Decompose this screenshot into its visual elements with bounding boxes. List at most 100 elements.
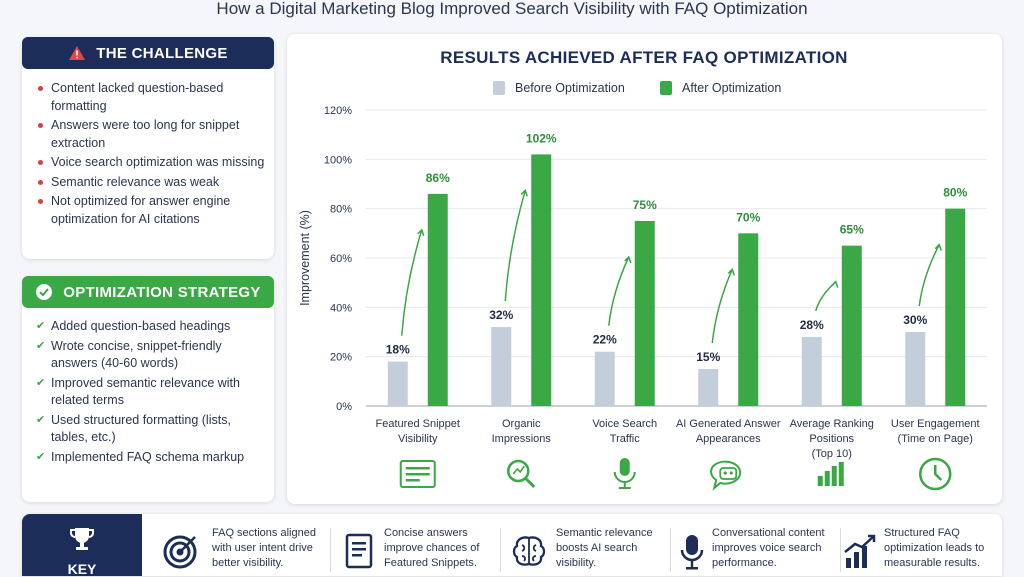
bar-after [427,193,448,406]
magnifier-icon [507,459,536,489]
x-tick-label: (Time on Page) [898,433,973,445]
x-tick-label: User Engagement [891,418,980,430]
challenge-item: Not optimized for answer engine optimiza… [36,193,266,228]
strategy-heading: OPTIMIZATION STRATEGY [63,283,261,301]
brain-icon [512,536,546,566]
growth-arrow-head [417,228,425,237]
strategy-item: Added question-based headings [36,318,266,336]
strategy-card: OPTIMIZATION STRATEGY Added question-bas… [22,276,274,502]
y-tick-label: 120% [324,105,352,117]
bar-after [634,221,655,406]
legend-label: After Optimization [682,81,781,95]
y-tick-label: 0% [336,401,352,413]
strategy-item: Improved semantic relevance with related… [36,375,266,410]
y-tick-label: 100% [324,154,352,166]
x-tick-label: (Top 10) [812,448,852,460]
bar-before [801,336,822,406]
data-label-before: 30% [903,313,927,327]
growth-arrow [401,229,423,336]
y-axis-label: Improvement (%) [298,210,312,306]
key-item-text: Concise answers improve chances of Featu… [384,527,480,569]
x-tick-label: AI Generated Answer [676,418,781,430]
bar-before [905,332,926,406]
key-item-text: FAQ sections aligned with user intent dr… [212,527,316,569]
results-chart: RESULTS ACHIEVED AFTER FAQ OPTIMIZATION B… [298,48,987,491]
data-label-after: 70% [736,210,760,224]
x-tick-label: Positions [809,433,854,445]
strategy-banner: OPTIMIZATION STRATEGY [22,276,274,308]
x-tick-label: Appearances [696,433,761,445]
bar-before [387,361,408,406]
x-tick-label: Impressions [492,433,552,445]
data-label-before: 15% [696,350,720,364]
bar-before [491,327,512,406]
microphone-icon [613,458,636,489]
bar-after [841,245,862,406]
legend-label: Before Optimization [515,81,625,95]
key-divider [670,528,671,572]
data-label-before: 18% [386,343,410,357]
key-item-text: Structured FAQ optimization leads to mea… [884,527,985,569]
challenge-item: Voice search optimization was missing [36,154,266,172]
x-tick-label: Average Ranking [790,418,874,430]
bar-after [531,154,552,406]
document-icon [345,533,373,569]
growth-arrow-head [831,280,839,288]
growth-arrow [815,281,837,312]
data-label-after: 75% [633,198,657,212]
microphone-icon [680,535,704,570]
clock-icon [919,457,952,491]
y-tick-label: 60% [330,253,352,265]
legend-swatch [493,81,505,95]
growth-arrow-head [934,243,942,251]
bar-before [594,351,615,406]
challenge-heading: THE CHALLENGE [96,44,228,62]
ranking-bars-icon [817,462,844,486]
y-tick-label: 80% [330,204,352,216]
data-label-before: 28% [800,318,824,332]
snippet-card-icon [399,460,436,488]
key-label: KEY [67,561,97,577]
bar-after [945,208,966,406]
growth-arrow [608,256,630,326]
key-divider [840,528,841,572]
challenge-item: Answers were too long for snippet extrac… [36,117,266,152]
key-divider [330,528,331,572]
growth-chart-icon [844,534,876,568]
data-label-after: 80% [943,186,967,200]
bar-after [738,233,759,406]
growth-arrow [711,269,733,344]
data-label-before: 32% [489,308,513,322]
challenge-card: THE CHALLENGE Content lacked question-ba… [22,37,274,259]
key-divider [500,528,501,572]
growth-arrow-head [727,267,735,276]
x-tick-label: Traffic [610,433,640,445]
challenge-item: Semantic relevance was weak [36,174,266,192]
legend-swatch [660,81,672,95]
challenge-list: Content lacked question-based formatting… [36,80,266,230]
data-label-before: 22% [593,333,617,347]
page-title: How a Digital Marketing Blog Improved Se… [216,0,808,18]
bar-before [698,369,719,406]
chatbot-icon [710,460,742,491]
x-tick-label: Voice Search [592,418,657,430]
growth-arrow [918,244,940,307]
growth-arrow-head [520,189,528,197]
data-label-after: 102% [526,131,557,145]
key-badge: KEY [22,514,142,577]
trophy-icon [70,528,94,550]
strategy-item: Implemented FAQ schema markup [36,449,266,467]
chart-card: RESULTS ACHIEVED AFTER FAQ OPTIMIZATION B… [287,34,1002,504]
y-tick-label: 40% [330,302,352,314]
x-tick-label: Featured Snippet [376,418,460,430]
growth-arrow-head [624,255,632,264]
strategy-list: Added question-based headings Wrote conc… [36,318,266,468]
strategy-item: Used structured formatting (lists, table… [36,412,266,447]
key-strip: KEY FAQ sections aligned with user inten… [22,514,1002,577]
data-label-after: 86% [426,171,450,185]
x-tick-label: Visibility [398,433,438,445]
warning-icon [69,46,86,60]
strategy-item: Wrote concise, snippet-friendly answers … [36,338,266,373]
challenge-banner: THE CHALLENGE [22,37,274,69]
y-tick-label: 20% [330,352,352,364]
